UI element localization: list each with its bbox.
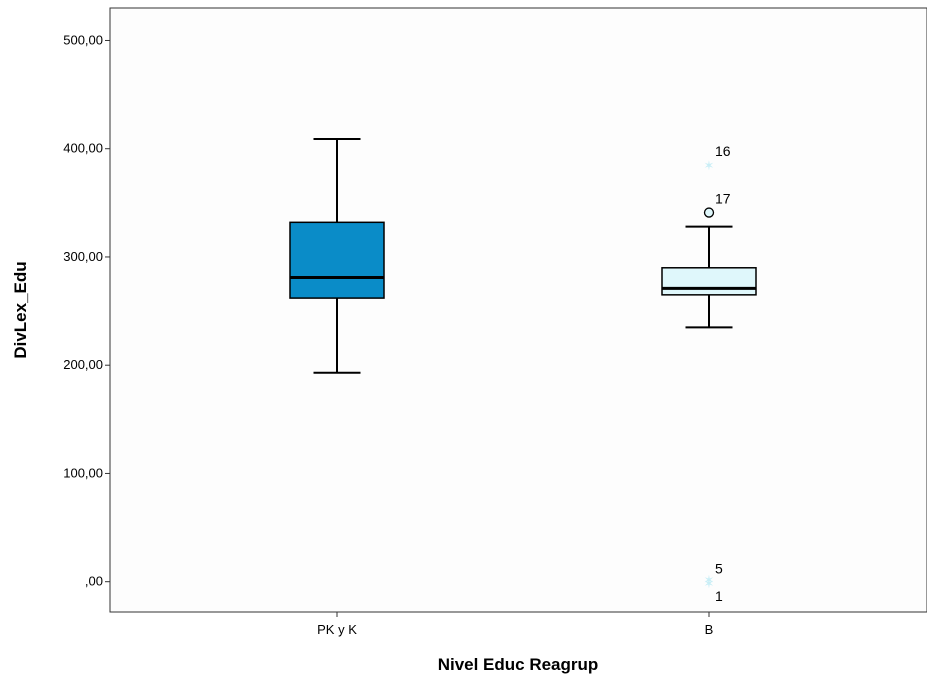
y-axis-title: DivLex_Edu [11, 261, 30, 358]
box-group [289, 137, 385, 374]
y-tick-label: 200,00 [63, 357, 103, 372]
box-group: 17✶16✶5✶1 [661, 143, 757, 604]
x-tick-label: PK y K [317, 622, 357, 637]
x-tick-label: B [705, 622, 714, 637]
x-axis: PK y K B [317, 612, 713, 637]
y-tick-label: ,00 [85, 574, 103, 589]
outlier-label: 17 [715, 191, 731, 207]
box-iqr [661, 267, 757, 296]
y-axis: ,00 100,00 200,00 300,00 400,00 500,00 [63, 32, 110, 589]
y-tick-label: 400,00 [63, 141, 103, 156]
extreme-label: 16 [715, 143, 731, 159]
extreme-label: 5 [715, 561, 723, 577]
boxes: 17✶16✶5✶1 [289, 137, 757, 604]
y-tick-label: 500,00 [63, 32, 103, 47]
y-tick-label: 300,00 [63, 249, 103, 264]
extreme-star: ✶ [704, 577, 715, 592]
x-axis-title: Nivel Educ Reagrup [438, 655, 599, 674]
plot-area [109, 7, 927, 613]
extreme-star: ✶ [704, 574, 715, 589]
extreme-star: ✶ [704, 159, 715, 174]
y-tick-label: 100,00 [63, 465, 103, 480]
extreme-label: 1 [715, 588, 723, 604]
box-iqr [289, 221, 385, 299]
outlier-point [703, 207, 715, 218]
